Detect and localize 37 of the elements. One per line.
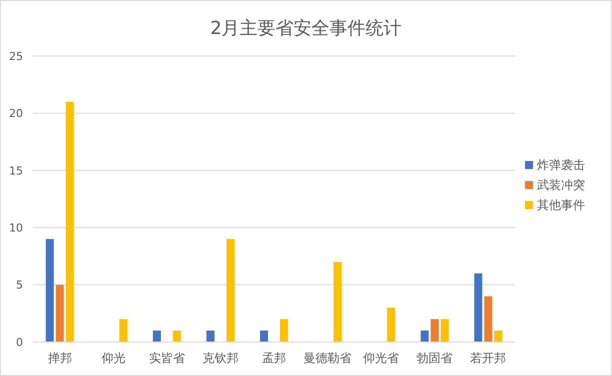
bar [56, 284, 64, 342]
x-tick-label: 仰光 [101, 351, 126, 365]
y-tick-label: 15 [9, 164, 23, 178]
x-tick-label: 掸邦 [48, 351, 72, 365]
y-tick-label: 10 [9, 221, 23, 234]
bar [119, 319, 128, 342]
bar [46, 239, 54, 342]
bar [474, 273, 482, 342]
y-tick-label: 0 [16, 336, 23, 349]
bar [494, 330, 502, 342]
y-tick-label: 5 [16, 278, 23, 292]
bar [280, 319, 288, 342]
bar [430, 319, 439, 342]
bar [66, 102, 74, 342]
bar [226, 239, 234, 342]
x-tick-label: 曼德勒省 [304, 351, 352, 365]
x-tick-label: 若开邦 [470, 351, 506, 365]
x-tick-label: 实皆省 [148, 351, 185, 365]
x-tick-label: 孟邦 [262, 351, 286, 365]
x-tick-label: 仰光省 [363, 351, 400, 365]
bar [260, 330, 268, 342]
x-tick-label: 勃固省 [416, 351, 453, 365]
bar [152, 330, 161, 342]
bar [172, 330, 181, 342]
bar [206, 330, 214, 342]
bar [334, 262, 342, 342]
y-tick-label: 20 [9, 107, 23, 120]
legend-label: 炸弹袭击 [537, 158, 585, 172]
x-tick-label: 克钦邦 [202, 351, 238, 365]
y-tick-label: 25 [9, 50, 23, 63]
chart-title: 2月主要省安全事件统计 [210, 18, 402, 39]
bar [420, 330, 429, 342]
bar [484, 296, 492, 342]
bar [387, 308, 396, 342]
legend-label: 其他事件 [537, 198, 585, 212]
bar [440, 319, 449, 342]
legend-label: 武装冲突 [537, 178, 585, 192]
